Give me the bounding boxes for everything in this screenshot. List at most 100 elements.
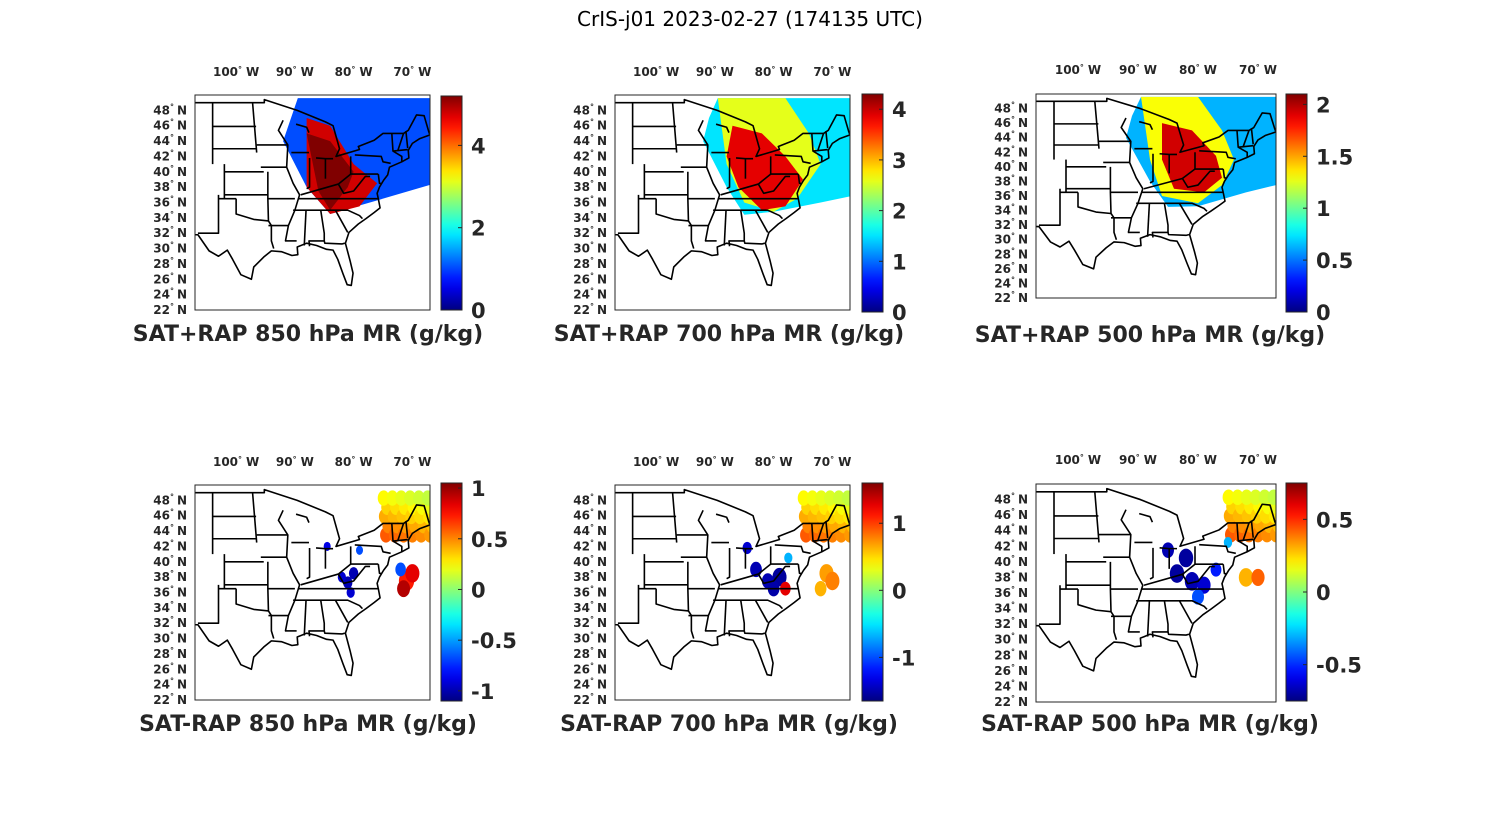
lat-tick-label: 34° N [994,203,1028,218]
border-line [825,131,829,149]
border-line [723,600,727,636]
lat-tick-label: 42° N [153,148,187,163]
state-borders [1036,97,1276,276]
border-line [723,210,727,246]
lat-tick-label: 28° N [994,647,1028,662]
border-line [1222,564,1227,575]
panel-title: SAT+RAP 700 hPa MR (g/kg) [554,322,904,347]
diff-footprint [386,490,399,506]
border-line [405,521,409,539]
border-line [391,133,403,162]
lat-tick-label: 24° N [573,677,607,692]
colorbar-tick-label: 1 [892,250,907,274]
border-line [671,102,678,153]
border-line [1146,203,1151,237]
lat-tick-label: 44° N [573,523,607,538]
lat-tick-label: 30° N [994,232,1028,247]
lat-tick-label: 48° N [573,102,607,117]
lat-tick-label: 38° N [573,569,607,584]
border-line [1178,600,1193,624]
lat-tick-label: 34° N [573,600,607,615]
colorbar-tick-label: 0 [471,578,486,602]
border-line [769,546,799,565]
colorbar-tick-label: 0.5 [1316,249,1353,273]
border-line [251,102,258,153]
colorbar-tick-label: 3 [892,149,907,173]
border-line [655,588,689,612]
state-borders [615,98,850,287]
lat-tick-label: 40° N [153,554,187,569]
border-line [1242,130,1250,148]
diff-footprint [797,490,810,506]
border-line [392,148,408,152]
border-line [235,198,269,222]
border-line [757,563,772,575]
border-line [687,171,695,249]
border-line [295,123,310,133]
panel-title: SAT-RAP 850 hPa MR (g/kg) [139,712,477,737]
diff-footprint [814,580,827,597]
border-line [1120,509,1144,633]
colorbar-tick-label: 2 [892,200,907,224]
border-line [726,547,731,580]
diff-footprint [404,490,416,506]
border-line [315,157,334,160]
diff-footprint [1178,548,1194,568]
lon-tick-label: 80° W [335,65,373,79]
border-line [757,173,772,185]
diff-footprint [1222,489,1235,506]
lat-tick-label: 44° N [153,133,187,148]
border-line [349,546,379,565]
diff-footprint [1192,589,1204,605]
colorbar-tick-label: 1 [892,512,907,536]
border-line [720,573,759,586]
lon-tick-label: 90° W [276,455,314,469]
map-panel: 100° W 90° W 80° W 70° W 48° N46° N44° N42° N40° N38°… [975,63,1353,348]
lat-tick-label: 48° N [994,492,1028,507]
border-line [1236,130,1248,158]
lat-tick-label: 26° N [573,271,607,286]
border-line [195,98,430,287]
lat-tick-label: 44° N [573,133,607,148]
border-line [303,600,307,636]
diff-footprint [1238,568,1254,587]
lat-tick-label: 22° N [573,692,607,707]
border-line [1194,546,1224,565]
panel-title: SAT-RAP 700 hPa MR (g/kg) [560,712,898,737]
lat-tick-label: 38° N [153,569,187,584]
lon-tick-label: 70° W [1239,63,1277,77]
lat-tick-label: 22° N [994,290,1028,305]
panel-title: SAT+RAP 850 hPa MR (g/kg) [133,322,483,347]
lat-tick-label: 48° N [153,102,187,117]
border-line [1094,101,1100,149]
colorbar [440,95,463,311]
border-line [1077,589,1112,613]
border-line [195,488,430,677]
map-frame [1035,483,1277,703]
lat-tick-label: 40° N [994,554,1028,569]
border-line [1039,585,1061,625]
panel-title: SAT-RAP 500 hPa MR (g/kg) [981,712,1319,737]
lat-tick-label: 30° N [153,241,187,256]
lat-tick-label: 44° N [153,523,187,538]
lat-tick-label: 32° N [994,616,1028,631]
figure-title: CrIS-j01 2023-02-27 (174135 UTC) [577,7,923,31]
lat-tick-label: 22° N [153,302,187,317]
border-line [334,599,349,623]
lat-tick-label: 32° N [573,225,607,240]
lat-tick-label: 28° N [153,256,187,271]
border-line [1178,202,1193,225]
lat-tick-label: 34° N [573,210,607,225]
lat-tick-label: 22° N [153,692,187,707]
lat-tick-label: 38° N [994,569,1028,584]
diff-footprint [397,580,411,598]
border-line [1138,512,1154,523]
lat-tick-label: 30° N [994,632,1028,647]
border-line [277,509,301,632]
border-line [251,492,258,543]
border-line [812,148,828,152]
diff-footprint [1251,568,1265,586]
map-panel: 100° W 90° W 80° W 70° W 48° N46° N44° N42° N40° N38°… [133,65,486,347]
border-line [267,171,275,249]
lat-tick-label: 30° N [573,631,607,646]
